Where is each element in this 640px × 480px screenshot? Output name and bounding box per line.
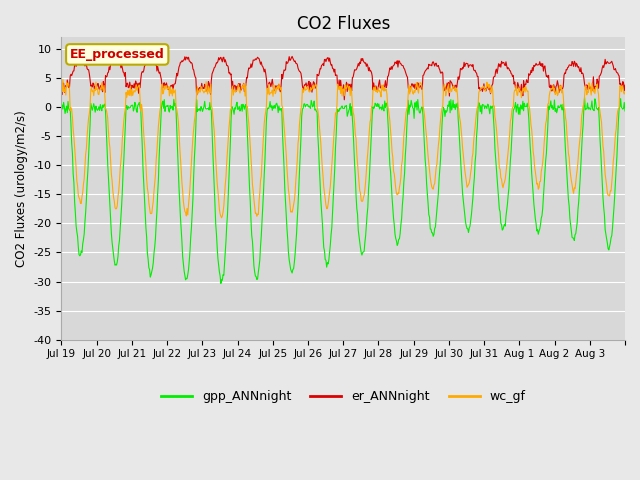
gpp_ANNnight — [621, 108, 629, 114]
gpp_ANNnight — [434, 199, 442, 205]
er_ANNnight — [58, 85, 65, 91]
er_ANNnight — [276, 89, 284, 95]
gpp_ANNnight — [256, 257, 264, 263]
gpp_ANNnight — [217, 281, 225, 287]
wc_gf — [124, 92, 132, 98]
Line: wc_gf: wc_gf — [61, 79, 625, 218]
wc_gf — [621, 89, 629, 95]
Text: EE_processed: EE_processed — [70, 48, 164, 61]
Legend: gpp_ANNnight, er_ANNnight, wc_gf: gpp_ANNnight, er_ANNnight, wc_gf — [156, 385, 531, 408]
wc_gf — [218, 215, 225, 221]
wc_gf — [278, 103, 285, 108]
Line: er_ANNnight: er_ANNnight — [61, 57, 625, 100]
er_ANNnight — [340, 97, 348, 103]
Y-axis label: CO2 Fluxes (urology/m2/s): CO2 Fluxes (urology/m2/s) — [15, 110, 28, 267]
wc_gf — [403, 107, 411, 112]
Title: CO2 Fluxes: CO2 Fluxes — [296, 15, 390, 33]
er_ANNnight — [288, 54, 296, 60]
wc_gf — [59, 76, 67, 82]
er_ANNnight — [403, 73, 411, 79]
gpp_ANNnight — [402, 142, 410, 147]
er_ANNnight — [124, 80, 131, 86]
gpp_ANNnight — [277, 106, 285, 111]
gpp_ANNnight — [228, 104, 236, 109]
gpp_ANNnight — [58, 106, 65, 112]
wc_gf — [435, 143, 442, 148]
gpp_ANNnight — [124, 107, 131, 112]
er_ANNnight — [255, 56, 263, 61]
er_ANNnight — [227, 71, 235, 77]
gpp_ANNnight — [580, 95, 588, 100]
er_ANNnight — [435, 62, 442, 68]
wc_gf — [58, 85, 65, 91]
wc_gf — [228, 83, 236, 89]
er_ANNnight — [621, 82, 629, 88]
Line: gpp_ANNnight: gpp_ANNnight — [61, 97, 625, 284]
wc_gf — [257, 178, 264, 183]
